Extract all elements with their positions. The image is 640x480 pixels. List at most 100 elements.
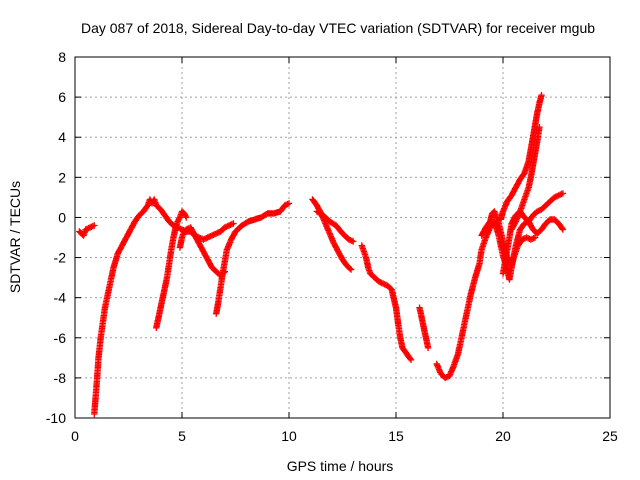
data-point (221, 222, 231, 231)
series-pass-13 (497, 91, 545, 223)
data-point (208, 264, 219, 274)
data-point (467, 275, 478, 297)
y-tick-label: -2 (54, 250, 67, 266)
x-axis-tick-labels: 0 5 10 15 20 25 (71, 428, 618, 444)
data-point (454, 332, 466, 357)
data-point (208, 231, 218, 239)
data-point (519, 235, 529, 243)
data-point (534, 206, 544, 215)
data-point (555, 190, 565, 199)
y-axis-tick-labels: -10 -8 -6 -4 -2 0 2 4 6 8 (46, 49, 66, 426)
chart-title: Day 087 of 2018, Sidereal Day-to-day VTE… (81, 20, 595, 36)
data-point (221, 247, 230, 265)
data-point (534, 227, 544, 237)
plot-frame (74, 56, 611, 419)
y-axis-label: SDTVAR / TECUs (7, 181, 23, 293)
data-point (442, 373, 452, 382)
data-point (281, 200, 291, 209)
data-point (110, 251, 121, 271)
data-point (174, 215, 183, 225)
data-point (542, 217, 553, 227)
x-tick-label: 5 (178, 428, 186, 444)
data-point (536, 124, 543, 131)
data-point (350, 238, 357, 245)
data-point (131, 213, 142, 225)
x-tick-label: 20 (495, 428, 511, 444)
data-point (86, 222, 96, 231)
data-point (476, 247, 485, 267)
data-point (384, 282, 394, 292)
data-point (495, 220, 506, 244)
data-point (313, 208, 326, 218)
data-point (339, 256, 350, 268)
data-point (504, 193, 514, 205)
series-pass-8 (358, 242, 415, 363)
axis-ticks (74, 56, 611, 419)
series-pass-9 (416, 304, 432, 351)
data-point (118, 235, 129, 249)
data-point (399, 344, 409, 356)
data-point (161, 212, 172, 224)
data-point (343, 262, 354, 272)
data-point (195, 240, 206, 254)
data-point (285, 200, 293, 207)
y-tick-label: -10 (46, 410, 66, 426)
data-point (180, 210, 189, 220)
data-point (225, 220, 236, 229)
data-point (277, 203, 288, 215)
data-point (166, 247, 175, 267)
data-series (76, 91, 567, 418)
data-point (168, 235, 177, 253)
data-point (178, 208, 187, 216)
data-point (106, 265, 117, 291)
data-point (187, 224, 198, 238)
data-point (407, 356, 415, 363)
data-point (258, 211, 270, 221)
data-point (482, 225, 493, 241)
data-point (238, 219, 251, 229)
data-point (191, 232, 202, 246)
data-point (521, 218, 531, 227)
data-point (217, 225, 227, 235)
data-point (204, 233, 214, 241)
series-pass-6 (309, 196, 355, 273)
data-point (472, 261, 483, 281)
series-pass-11 (478, 208, 539, 269)
data-point (136, 209, 146, 219)
data-point (525, 213, 536, 225)
data-point (326, 218, 338, 228)
data-point (512, 177, 523, 191)
y-tick-label: -8 (54, 370, 67, 386)
data-point (514, 237, 525, 249)
data-point (529, 209, 540, 219)
x-axis-label: GPS time / hours (287, 458, 394, 474)
data-point (213, 229, 223, 237)
data-point (516, 171, 527, 183)
data-point (95, 336, 104, 361)
y-tick-label: 4 (58, 129, 66, 145)
y-tick-label: 8 (58, 49, 66, 65)
data-point (508, 219, 519, 233)
data-point (180, 227, 189, 235)
data-point (347, 266, 355, 273)
data-point (358, 242, 369, 260)
data-point (516, 221, 527, 233)
data-point (424, 344, 432, 351)
data-point (375, 278, 385, 287)
data-point (332, 222, 345, 236)
data-point (230, 220, 237, 227)
data-point (91, 386, 100, 418)
series-pass-7 (313, 208, 357, 245)
data-point (523, 234, 533, 242)
data-point (232, 223, 245, 235)
series-pass-2 (91, 196, 237, 418)
data-point (200, 248, 211, 262)
y-tick-label: 0 (58, 209, 66, 225)
data-point (309, 196, 320, 208)
data-point (555, 220, 566, 232)
y-tick-label: -6 (54, 330, 67, 346)
data-point (195, 234, 206, 242)
data-point (380, 280, 390, 289)
data-point (183, 214, 190, 221)
data-point (538, 221, 549, 233)
